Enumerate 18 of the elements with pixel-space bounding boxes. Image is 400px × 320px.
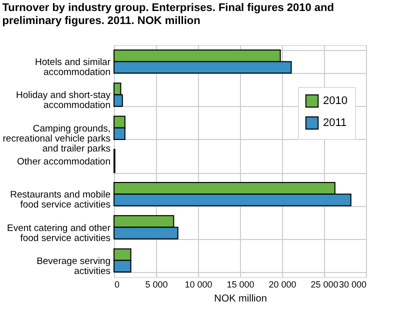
legend-label: 2010 bbox=[323, 95, 348, 107]
x-tick-label: 0 bbox=[114, 280, 120, 290]
y-tick-label: Restaurants and mobile food service activities bbox=[10, 190, 111, 211]
y-tick-label: Event catering and other food service activities bbox=[6, 222, 111, 244]
x-tick-label: 20 000 bbox=[268, 280, 296, 290]
x-tick-label: 5 000 bbox=[145, 280, 168, 290]
x-tick-label: 10 000 bbox=[184, 280, 212, 290]
x-axis-title: NOK million bbox=[214, 294, 267, 304]
legend-label: 2011 bbox=[323, 117, 347, 129]
y-tick-label: Beverage serving activities bbox=[36, 256, 111, 277]
x-tick-label: 25 000 bbox=[310, 280, 338, 290]
chart-title: Turnover by industry group. Enterprises. Final figures 2010 and preliminary figures. 2011. NOK million bbox=[2, 2, 334, 27]
y-tick-label: Camping grounds, recreational vehicle parks and trailer parks bbox=[2, 123, 111, 154]
y-tick-label: Other accommodation bbox=[17, 156, 110, 168]
x-tick-label: 30 000 bbox=[338, 280, 366, 290]
y-tick-label: Hotels and similar accommodation bbox=[35, 57, 110, 78]
y-tick-label: Holiday and short-stay accommodation bbox=[16, 90, 111, 112]
x-tick-label: 15 000 bbox=[226, 280, 254, 290]
